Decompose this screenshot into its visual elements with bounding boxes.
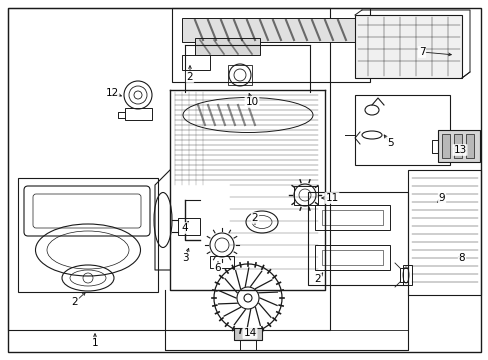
Bar [227,65,251,85]
Bar [234,328,262,340]
Bar [402,265,411,285]
Bar [8,8,329,330]
Bar [321,210,382,225]
Text: 4: 4 [182,223,188,233]
Bar [441,134,449,158]
Text: 13: 13 [452,145,466,155]
Text: 2: 2 [314,274,321,284]
Text: 3: 3 [182,253,188,263]
Text: 10: 10 [245,97,258,107]
Bar [453,134,461,158]
Text: 11: 11 [325,193,338,203]
Text: 5: 5 [386,138,392,148]
Bar [407,170,480,295]
Bar [209,256,234,268]
Bar [182,18,354,42]
Bar [178,218,200,235]
Text: 2: 2 [251,213,258,223]
Text: 2: 2 [186,72,193,82]
Bar [293,186,317,205]
Bar [314,205,389,230]
Bar [321,250,382,265]
Text: 12: 12 [105,88,119,98]
Bar [437,130,479,162]
Bar [125,108,152,120]
Text: 14: 14 [243,328,256,338]
Bar [314,245,389,270]
Bar [18,178,158,292]
Bar [307,192,407,285]
Bar [465,134,473,158]
Bar [195,38,260,55]
Text: 7: 7 [418,47,425,57]
Bar [354,15,461,78]
Bar [354,95,449,165]
Text: 1: 1 [92,338,98,348]
Text: 2: 2 [72,297,78,307]
Bar [182,55,209,70]
Text: 8: 8 [458,253,465,263]
Text: 9: 9 [438,193,445,203]
Ellipse shape [237,287,259,309]
Text: 6: 6 [214,263,221,273]
Bar [172,8,369,82]
